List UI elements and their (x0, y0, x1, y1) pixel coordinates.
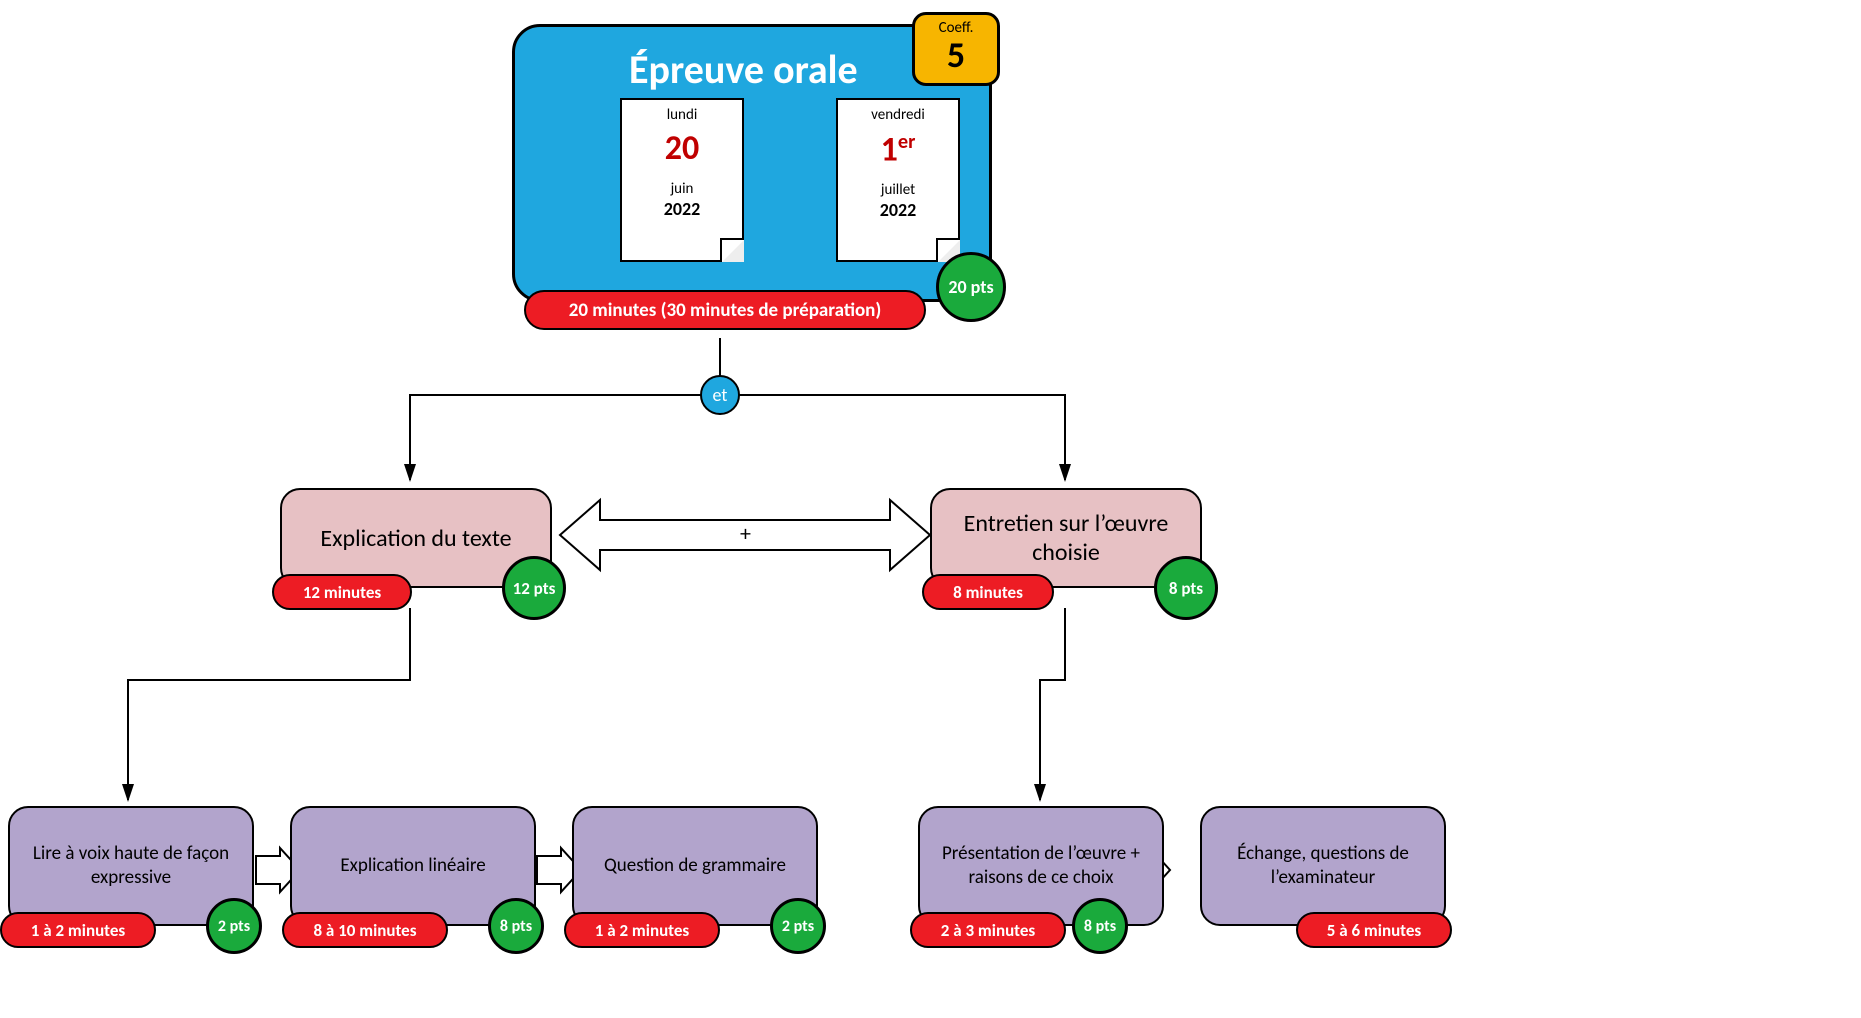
right-points: 8 pts (1154, 556, 1218, 620)
left-child-1-title: Explication linéaire (340, 854, 485, 878)
date-to-yr: 2022 (838, 199, 958, 221)
main-title: Épreuve orale (629, 45, 858, 94)
left-child-2-duration: 1 à 2 minutes (564, 912, 720, 948)
date-from-dow: lundi (622, 106, 742, 124)
date-from-num: 20 (622, 132, 742, 166)
right-section-title: Entretien sur l’œuvre choisie (932, 509, 1200, 567)
main-duration-pill: 20 minutes (30 minutes de préparation) (524, 290, 926, 330)
date-to-num: 1er (838, 132, 958, 167)
right-child-0-title: Présentation de l’œuvre + raisons de ce … (920, 842, 1162, 890)
left-child-2-points: 2 pts (770, 898, 826, 954)
right-child-1-title: Échange, questions de l’examinateur (1202, 842, 1444, 890)
date-from-yr: 2022 (622, 198, 742, 220)
date-to: vendredi 1er juillet 2022 (836, 98, 960, 262)
left-child-1-duration: 8 à 10 minutes (282, 912, 448, 948)
right-duration-pill: 8 minutes (922, 574, 1054, 610)
left-child-0-duration: 1 à 2 minutes (0, 912, 156, 948)
left-section-title: Explication du texte (320, 524, 511, 553)
date-to-mon: juillet (838, 181, 958, 199)
date-from: lundi 20 juin 2022 (620, 98, 744, 262)
left-child-1-points: 8 pts (488, 898, 544, 954)
right-child-0-duration: 2 à 3 minutes (910, 912, 1066, 948)
left-child-0-points: 2 pts (206, 898, 262, 954)
left-duration-pill: 12 minutes (272, 574, 412, 610)
main-points: 20 pts (936, 252, 1006, 322)
plus-sign: + (740, 520, 751, 547)
right-child-1: Échange, questions de l’examinateur (1200, 806, 1446, 926)
date-to-dow: vendredi (838, 106, 958, 124)
coeff-badge: Coeff. 5 (912, 12, 1000, 86)
left-child-0-title: Lire à voix haute de façon expressive (10, 842, 252, 890)
right-child-1-duration: 5 à 6 minutes (1296, 912, 1452, 948)
date-from-mon: juin (622, 180, 742, 198)
and-connector: et (700, 375, 740, 415)
right-child-0: Présentation de l’œuvre + raisons de ce … (918, 806, 1164, 926)
left-points: 12 pts (502, 556, 566, 620)
coeff-value: 5 (915, 37, 997, 73)
right-child-0-points: 8 pts (1072, 898, 1128, 954)
left-child-2-title: Question de grammaire (604, 854, 786, 878)
